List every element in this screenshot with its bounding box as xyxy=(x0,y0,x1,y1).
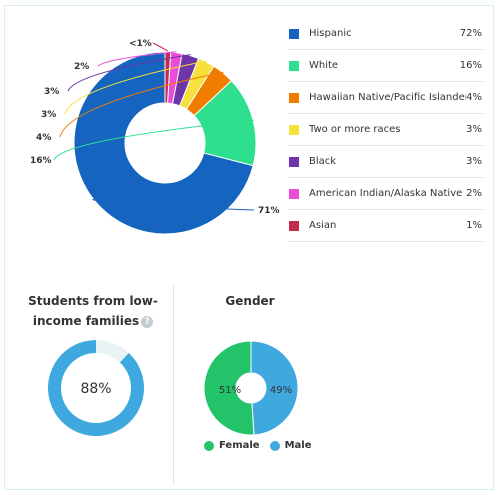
ethnicity-legend: Hispanic 72% White 16% Hawaiian Native/P… xyxy=(288,18,484,242)
low-income-title-text: Students from low-income families xyxy=(28,294,158,328)
legend-row-asian: Asian 1% xyxy=(288,210,484,242)
legend-value-hispanic: 72% xyxy=(459,28,482,39)
legend-value-two-or-more: 3% xyxy=(466,124,482,135)
slice-label-hawaiian-native-pacific-islander: 4% xyxy=(36,133,51,143)
gender-legend: Female Male xyxy=(204,440,314,451)
gender-slice-female[interactable] xyxy=(203,340,255,436)
legend-swatch-hispanic xyxy=(289,28,299,39)
slice-label-american-indian-alaska-native: 2% xyxy=(74,62,89,72)
legend-swatch-black xyxy=(289,156,299,167)
gender-label-male: 49% xyxy=(270,385,292,396)
connector-white xyxy=(53,119,255,161)
legend-label-asian: Asian xyxy=(309,220,337,231)
legend-label-two-or-more: Two or more races xyxy=(309,124,401,135)
slice-label-asian: <1% xyxy=(129,39,152,49)
legend-swatch-two-or-more xyxy=(289,124,299,135)
legend-row-hispanic: Hispanic 72% xyxy=(288,18,484,50)
slice-label-black: 3% xyxy=(44,87,59,97)
panel-divider xyxy=(173,285,174,485)
help-icon[interactable]: ? xyxy=(141,315,154,328)
gender-dot-male xyxy=(269,440,280,451)
gender-title: Gender xyxy=(225,294,275,308)
slice-label-hispanic: 71% xyxy=(258,206,280,216)
low-income-title: Students from low-income families? xyxy=(28,291,158,331)
legend-swatch-white xyxy=(289,60,299,71)
legend-row-white: White 16% xyxy=(288,50,484,82)
connector-american-indian-alaska-native xyxy=(97,51,177,67)
donut-slice-two-or-more-races[interactable] xyxy=(179,57,215,110)
legend-value-american-indian: 2% xyxy=(466,188,482,199)
connector-hispanic xyxy=(92,198,255,211)
legend-label-hispanic: Hispanic xyxy=(309,28,352,39)
legend-label-hawaiian: Hawaiian Native/Pacific Islander xyxy=(309,92,467,103)
legend-row-black: Black 3% xyxy=(288,146,484,178)
slice-label-two-or-more-races: 3% xyxy=(41,110,56,120)
gender-dot-female xyxy=(204,440,214,451)
connector-asian xyxy=(152,42,169,52)
donut-slice-asian[interactable] xyxy=(164,51,172,104)
gender-legend-male: Male xyxy=(269,440,312,451)
connector-hawaiian-native-pacific-islander xyxy=(59,71,224,138)
legend-value-black: 3% xyxy=(466,156,482,167)
legend-swatch-hawaiian xyxy=(289,92,299,103)
gender-legend-female: Female xyxy=(204,440,260,451)
legend-swatch-asian xyxy=(289,220,299,231)
page-frame xyxy=(4,5,494,490)
legend-row-two-or-more: Two or more races 3% xyxy=(288,114,484,146)
legend-value-hawaiian: 4% xyxy=(466,92,482,103)
low-income-value: 88% xyxy=(80,381,111,397)
legend-row-hawaiian: Hawaiian Native/Pacific Islander 4% xyxy=(288,82,484,114)
gender-legend-label-female: Female xyxy=(219,440,260,451)
legend-label-black: Black xyxy=(309,156,337,167)
legend-swatch-american-indian xyxy=(289,188,299,199)
slice-label-white: 16% xyxy=(30,156,52,166)
legend-label-american-indian: American Indian/Alaska Native xyxy=(309,188,463,199)
connector-black xyxy=(67,54,191,92)
legend-value-asian: 1% xyxy=(466,220,482,231)
legend-value-white: 16% xyxy=(459,60,482,71)
gender-slice-male[interactable] xyxy=(250,340,299,436)
gender-label-female: 51% xyxy=(219,385,241,396)
gender-legend-label-male: Male xyxy=(284,440,312,451)
connector-two-or-more-races xyxy=(64,60,207,115)
donut-slice-hispanic[interactable] xyxy=(73,51,254,235)
donut-slice-hawaiian-native-pacific-islander[interactable] xyxy=(185,65,233,117)
legend-row-american-indian: American Indian/Alaska Native 2% xyxy=(288,178,484,210)
legend-label-white: White xyxy=(309,60,339,71)
